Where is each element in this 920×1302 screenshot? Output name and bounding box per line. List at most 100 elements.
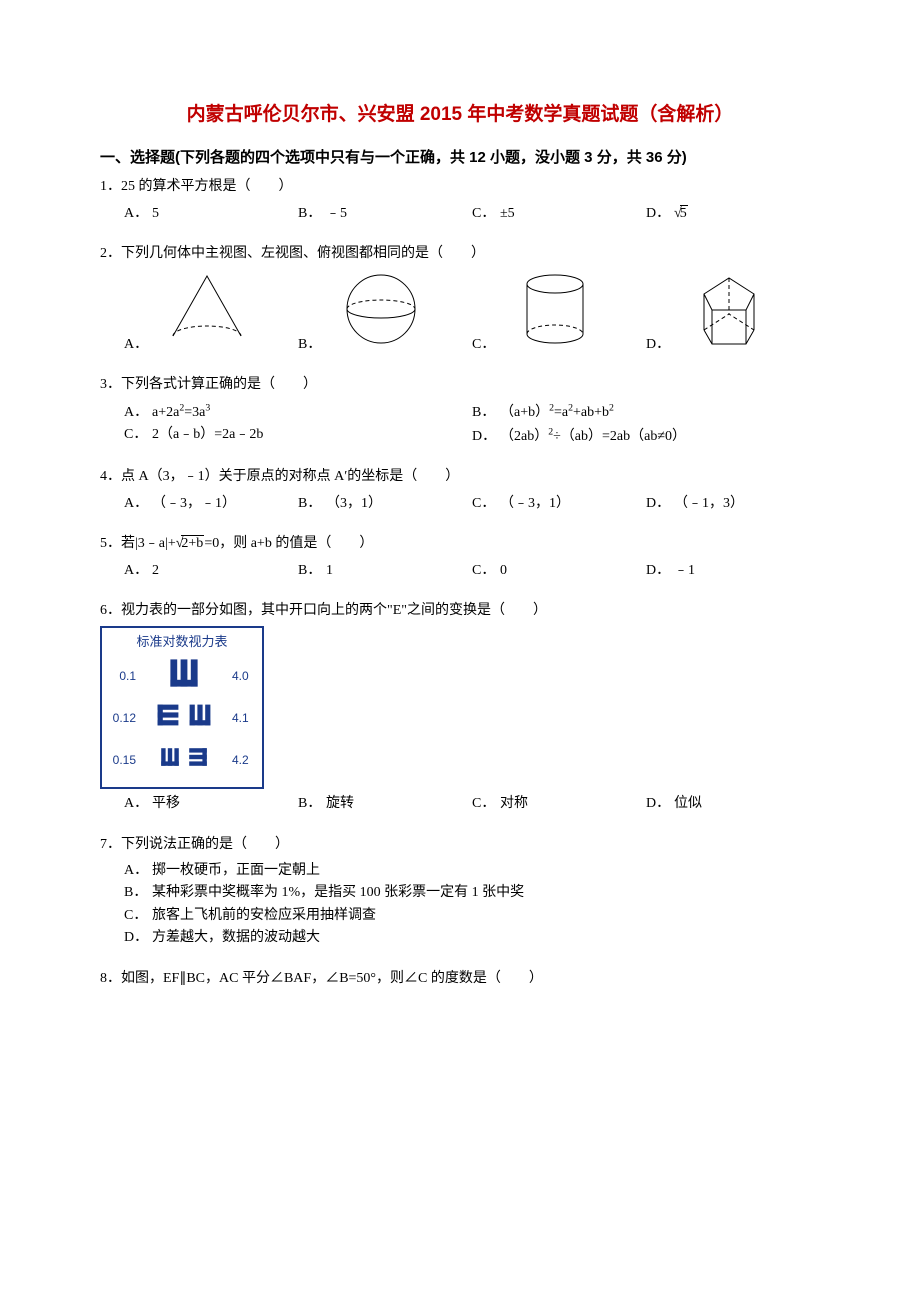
- q2-stem: 2．下列几何体中主视图、左视图、俯视图都相同的是: [100, 246, 429, 261]
- q5-stem-post: =0，则 a+b 的值是: [204, 536, 317, 551]
- q7-opt-b: 某种彩票中奖概率为 1%，是指买 100 张彩票一定有 1 张中奖: [152, 885, 524, 900]
- e-symbol-icon: [167, 656, 201, 696]
- q7-opt-a: 掷一枚硬币，正面一定朝上: [152, 863, 320, 878]
- q3-opt-b: （a+b）2=a2+ab+b2: [500, 405, 614, 420]
- opt-label: D．: [124, 927, 152, 949]
- question-1: 1．25 的算术平方根是（ ） A．5 B．﹣5 C．±5 D．√5: [100, 176, 820, 225]
- opt-label: B．: [298, 793, 326, 815]
- question-2: 2．下列几何体中主视图、左视图、俯视图都相同的是（ ） A． B．: [100, 243, 820, 356]
- opt-label: D．: [646, 793, 674, 815]
- q8-stem: 8．如图，EF∥BC，AC 平分∠BAF，∠B=50°，则∠C 的度数是: [100, 971, 487, 986]
- q5-stem-pre: 5．若|3﹣a|+: [100, 536, 176, 551]
- eye-row-symbols: [140, 746, 228, 774]
- blank: （ ）: [261, 377, 317, 392]
- eye-chart-row: 0.1 4.0: [102, 655, 262, 697]
- q4-stem: 4．点 A（3，﹣1）关于原点的对称点 A′的坐标是: [100, 469, 403, 484]
- e-symbol-icon: [187, 702, 213, 734]
- q6-opt-b: 旋转: [326, 796, 354, 811]
- q4-opt-d: （﹣1，3）: [674, 496, 744, 511]
- eye-row-symbols: [140, 656, 228, 696]
- eye-row-left: 0.12: [102, 709, 140, 728]
- opt-label: D．: [646, 203, 674, 225]
- opt-label: D．: [646, 493, 674, 515]
- q3-opt-c: 2（a﹣b）=2a﹣2b: [152, 427, 263, 442]
- opt-label: B．: [124, 882, 152, 904]
- q7-stem: 7．下列说法正确的是: [100, 837, 233, 852]
- opt-label: D．: [646, 334, 674, 356]
- eye-chart: 标准对数视力表 0.1 4.00.12 4.10.15: [100, 626, 264, 789]
- opt-label: B．: [298, 493, 326, 515]
- e-symbol-icon: [159, 746, 181, 774]
- question-5: 5．若|3﹣a|+√2+b=0，则 a+b 的值是（ ） A．2 B．1 C．0…: [100, 533, 820, 582]
- cone-icon: [162, 270, 252, 356]
- q4-opt-b: （3，1）: [326, 496, 382, 511]
- eye-row-right: 4.1: [228, 709, 262, 728]
- exam-title: 内蒙古呼伦贝尔市、兴安盟 2015 年中考数学真题试题（含解析）: [100, 100, 820, 130]
- pentagonal-prism-icon: [684, 270, 774, 356]
- q7-opt-c: 旅客上飞机前的安检应采用抽样调查: [152, 908, 376, 923]
- blank: （ ）: [233, 837, 289, 852]
- eye-row-right: 4.0: [228, 667, 262, 686]
- e-symbol-icon: [187, 746, 209, 774]
- opt-label: A．: [124, 493, 152, 515]
- blank: （ ）: [237, 179, 293, 194]
- q7-opt-d: 方差越大，数据的波动越大: [152, 930, 320, 945]
- q1-stem: 1．25 的算术平方根是: [100, 179, 237, 194]
- opt-label: C．: [472, 793, 500, 815]
- opt-label: A．: [124, 402, 152, 424]
- blank: （ ）: [487, 971, 543, 986]
- opt-label: A．: [124, 203, 152, 225]
- q6-opt-c: 对称: [500, 796, 528, 811]
- q3-stem: 3．下列各式计算正确的是: [100, 377, 261, 392]
- opt-label: A．: [124, 560, 152, 582]
- eye-row-left: 0.1: [102, 667, 140, 686]
- eye-chart-row: 0.15 4.2: [102, 739, 262, 781]
- opt-label: B．: [298, 334, 326, 356]
- q1-opt-d-sqrt: √5: [674, 203, 688, 225]
- q6-stem: 6．视力表的一部分如图，其中开口向上的两个"E"之间的变换是: [100, 603, 491, 618]
- q3-opt-a: a+2a2=3a3: [152, 405, 210, 420]
- q5-opt-d: ﹣1: [674, 563, 695, 578]
- q5-opt-b: 1: [326, 563, 333, 578]
- opt-label: A．: [124, 334, 152, 356]
- question-4: 4．点 A（3，﹣1）关于原点的对称点 A′的坐标是（ ） A．（﹣3，﹣1） …: [100, 466, 820, 515]
- opt-label: D．: [646, 560, 674, 582]
- eye-row-symbols: [140, 702, 228, 734]
- opt-label: C．: [472, 334, 500, 356]
- opt-label: A．: [124, 860, 152, 882]
- opt-label: C．: [124, 905, 152, 927]
- question-3: 3．下列各式计算正确的是（ ） A．a+2a2=3a3 B．（a+b）2=a2+…: [100, 374, 820, 448]
- opt-label: B．: [298, 560, 326, 582]
- question-7: 7．下列说法正确的是（ ） A．掷一枚硬币，正面一定朝上 B．某种彩票中奖概率为…: [100, 834, 820, 950]
- blank: （ ）: [403, 469, 459, 484]
- q4-opt-c: （﹣3，1）: [500, 496, 570, 511]
- q3-opt-d: （2ab）2÷（ab）=2ab（ab≠0）: [500, 429, 686, 444]
- eye-chart-title: 标准对数视力表: [102, 632, 262, 653]
- eye-row-left: 0.15: [102, 751, 140, 770]
- q1-opt-b: ﹣5: [326, 206, 347, 221]
- opt-label: A．: [124, 793, 152, 815]
- opt-label: C．: [124, 424, 152, 446]
- sphere-icon: [336, 270, 426, 356]
- blank: （ ）: [491, 603, 547, 618]
- q6-opt-d: 位似: [674, 796, 702, 811]
- opt-label: D．: [472, 426, 500, 448]
- opt-label: C．: [472, 493, 500, 515]
- eye-row-right: 4.2: [228, 751, 262, 770]
- q5-sqrt: √2+b: [176, 533, 205, 555]
- section-heading: 一、选择题(下列各题的四个选项中只有与一个正确，共 12 小题，没小题 3 分，…: [100, 146, 820, 170]
- q6-opt-a: 平移: [152, 796, 180, 811]
- q1-opt-c: ±5: [500, 206, 515, 221]
- blank: （ ）: [429, 246, 485, 261]
- eye-chart-row: 0.12 4.1: [102, 697, 262, 739]
- q1-opt-a: 5: [152, 206, 159, 221]
- blank: （ ）: [317, 536, 373, 551]
- e-symbol-icon: [155, 702, 181, 734]
- opt-label: B．: [472, 402, 500, 424]
- opt-label: B．: [298, 203, 326, 225]
- q4-opt-a: （﹣3，﹣1）: [152, 496, 236, 511]
- opt-label: C．: [472, 560, 500, 582]
- question-6: 6．视力表的一部分如图，其中开口向上的两个"E"之间的变换是（ ） 标准对数视力…: [100, 600, 820, 816]
- q5-opt-c: 0: [500, 563, 507, 578]
- q5-opt-a: 2: [152, 563, 159, 578]
